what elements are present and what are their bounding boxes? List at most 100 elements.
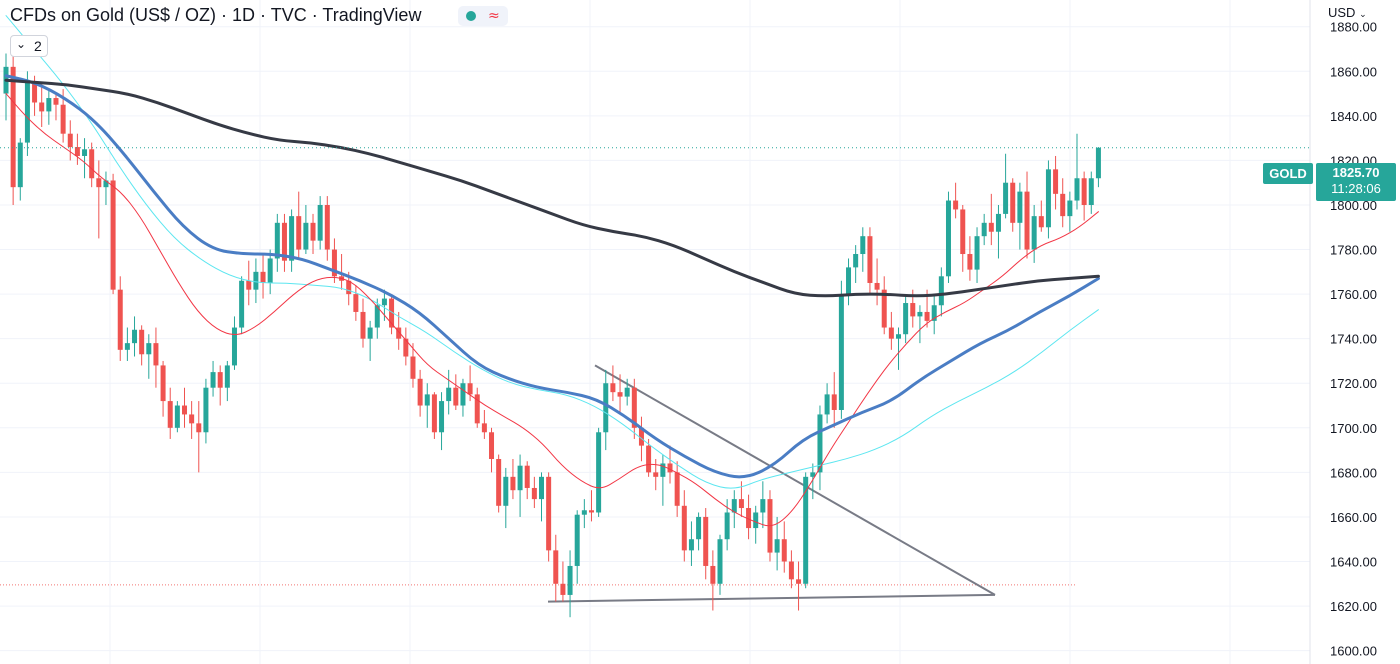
candle-body [738,499,744,509]
price-tick-label: 1700.00 [1330,421,1377,436]
indicators-toggle-button[interactable]: ⌄ 2 [10,35,48,57]
candle [660,454,666,506]
candle-body [324,204,330,250]
candle-body [389,298,395,328]
currency-selector[interactable]: USD ⌄ [1328,5,1367,20]
trendlines[interactable] [547,364,996,603]
candle-body [646,445,652,473]
candle-body [831,394,837,410]
candle-body [896,334,901,339]
candle-body [824,394,830,415]
candle [774,516,780,571]
candle [681,490,687,562]
candle-body [231,327,237,366]
candle-body [953,200,959,210]
candle [1053,155,1059,210]
candle-body [967,254,973,270]
candle [903,294,909,344]
candle-body [1053,169,1059,194]
candle [481,409,487,439]
candle-body [96,178,102,188]
price-tick-label: 1880.00 [1330,20,1377,35]
candle-body [924,311,930,321]
trendline-descending [594,364,996,596]
candle-body [446,387,452,402]
price-tick-label: 1740.00 [1330,332,1377,347]
candle-body [246,280,252,290]
candle [289,209,295,272]
candle-body [1074,178,1080,201]
indicator-count: 2 [34,38,42,54]
candle [810,463,816,500]
candle-body [1003,182,1009,214]
candle [367,320,373,361]
candle [431,392,437,439]
candle [96,160,102,239]
candle-body [167,401,173,428]
candle [24,71,30,156]
candle [760,481,766,529]
candle-body [881,289,887,328]
candle [331,238,337,283]
candle-body [60,104,66,134]
candle [846,258,852,306]
candle-body [260,271,266,283]
candle-body [353,294,359,312]
candle [410,343,416,388]
candle [988,193,994,246]
candle-body [624,387,630,397]
candle-body [274,222,280,259]
candle [567,550,573,618]
candle [610,365,616,402]
candle-body [139,329,145,355]
candle [132,316,138,357]
candle-body [610,383,616,393]
candle [503,467,509,529]
candle [460,378,466,417]
candle-body [560,583,566,595]
candle [353,285,359,321]
candle [938,267,944,317]
candle [281,213,287,272]
price-tick-label: 1760.00 [1330,287,1377,302]
candle-body [396,327,402,339]
candle [217,365,223,406]
moving-average-cyan [5,15,1099,489]
candle-body [174,405,180,428]
candle [524,461,530,500]
candle-body [1088,178,1094,205]
candle-body [574,514,580,566]
candle-body [439,401,445,433]
chevron-down-icon: ⌄ [1359,10,1367,20]
candle [1067,191,1073,232]
price-axis[interactable]: 1600.00 1620.00 1640.00 1660.00 1680.00 1700.… [1330,20,1377,659]
candle-body [224,365,230,388]
candle-body [688,539,694,551]
candle-body [53,98,59,105]
candle-body [539,476,544,500]
price-tick-label: 1780.00 [1330,243,1377,258]
candle-body [753,512,759,529]
candle [189,401,195,439]
candle [1074,133,1080,210]
candle [89,142,95,188]
candle-body [917,311,923,317]
candle [710,550,716,611]
candle [110,173,116,295]
candle [824,383,830,424]
moving-averages [4,15,1100,527]
candle-body [367,327,373,339]
candle [267,249,273,295]
candle-body [46,98,52,112]
price-tick-label: 1600.00 [1330,644,1377,659]
price-tick-label: 1660.00 [1330,510,1377,525]
market-status-badge[interactable]: ≈ [458,6,508,26]
candle-body [1095,147,1101,179]
candle-body [310,222,316,241]
candle [1017,182,1023,250]
candle-body [567,565,573,595]
candle-body [724,512,730,540]
candle [703,508,709,580]
candle-body [588,510,594,513]
